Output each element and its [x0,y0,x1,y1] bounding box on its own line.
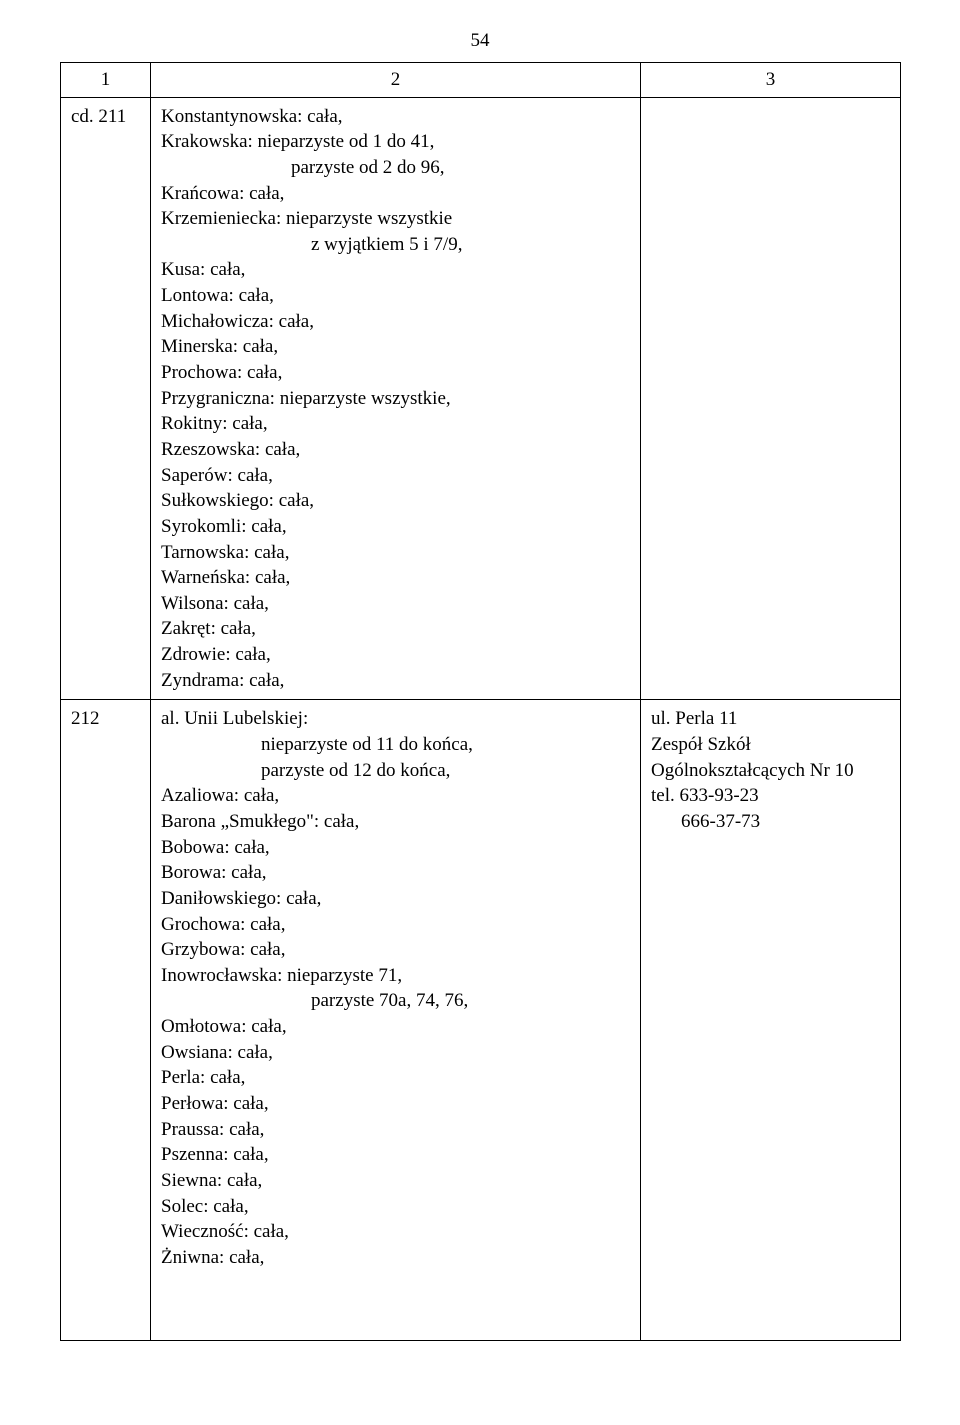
text-line: Prochowa: cała, [161,360,630,386]
text-line: nieparzyste od 11 do końca, [161,732,630,758]
text-line: Krzemieniecka: nieparzyste wszystkie [161,206,630,232]
text-line: Siewna: cała, [161,1168,630,1194]
text-line: Bobowa: cała, [161,835,630,861]
text-line: Saperów: cała, [161,463,630,489]
text-line: Praussa: cała, [161,1117,630,1143]
header-col-3: 3 [641,63,901,98]
text-line: Inowrocławska: nieparzyste 71, [161,963,630,989]
text-line: Minerska: cała, [161,334,630,360]
text-line: ul. Perla 11 [651,706,890,732]
row-211-col3 [641,97,901,700]
header-col-2: 2 [151,63,641,98]
row-212-col3: ul. Perla 11Zespół SzkółOgólnokształcący… [641,700,901,1341]
table-row: 212 al. Unii Lubelskiej:nieparzyste od 1… [61,700,901,1341]
page: 54 1 2 3 cd. 211 Konstantynowska: cała,K… [0,0,960,1425]
text-line: Zakręt: cała, [161,616,630,642]
text-line: Zdrowie: cała, [161,642,630,668]
text-line: Żniwna: cała, [161,1245,630,1271]
text-line: Azaliowa: cała, [161,783,630,809]
text-line: 666-37-73 [651,811,760,832]
text-line: Perłowa: cała, [161,1091,630,1117]
text-line: Michałowicza: cała, [161,309,630,335]
text-line: Pszenna: cała, [161,1142,630,1168]
row-label-212: 212 [61,700,151,1341]
text-line: Warneńska: cała, [161,565,630,591]
text-line: Wieczność: cała, [161,1219,630,1245]
text-line: Syrokomli: cała, [161,514,630,540]
text-line: z wyjątkiem 5 i 7/9, [161,232,630,258]
text-line: Zespół Szkół [651,732,890,758]
text-line: Konstantynowska: cała, [161,104,630,130]
text-line: Krańcowa: cała, [161,181,630,207]
row-211-streets: Konstantynowska: cała,Krakowska: nieparz… [151,97,641,700]
text-line: Lontowa: cała, [161,283,630,309]
text-line: al. Unii Lubelskiej: [161,706,630,732]
text-line: Borowa: cała, [161,860,630,886]
text-line: Ogólnokształcących Nr 10 [651,758,890,784]
text-line: parzyste od 12 do końca, [161,758,630,784]
row-212-streets: al. Unii Lubelskiej:nieparzyste od 11 do… [151,700,641,1341]
page-number: 54 [60,30,900,52]
text-line: Rzeszowska: cała, [161,437,630,463]
text-line: Zyndrama: cała, [161,668,630,694]
text-line: Solec: cała, [161,1194,630,1220]
main-table: 1 2 3 cd. 211 Konstantynowska: cała,Krak… [60,62,901,1341]
header-row: 1 2 3 [61,63,901,98]
text-line: Omłotowa: cała, [161,1014,630,1040]
text-line: Perla: cała, [161,1065,630,1091]
header-col-1: 1 [61,63,151,98]
text-line: Owsiana: cała, [161,1040,630,1066]
text-line: Kusa: cała, [161,257,630,283]
text-line: Daniłowskiego: cała, [161,886,630,912]
text-line: Tarnowska: cała, [161,540,630,566]
text-line: Przygraniczna: nieparzyste wszystkie, [161,386,630,412]
text-line: Krakowska: nieparzyste od 1 do 41, [161,129,630,155]
table-row: cd. 211 Konstantynowska: cała,Krakowska:… [61,97,901,700]
text-line: Rokitny: cała, [161,411,630,437]
text-line: Barona „Smukłego": cała, [161,809,630,835]
text-line: tel. 633-93-23 [651,783,890,809]
row-label-211: cd. 211 [61,97,151,700]
text-line: parzyste 70a, 74, 76, [161,988,630,1014]
text-line: Sułkowskiego: cała, [161,488,630,514]
text-line: parzyste od 2 do 96, [161,155,630,181]
text-line: Wilsona: cała, [161,591,630,617]
text-line: Grzybowa: cała, [161,937,630,963]
text-line: Grochowa: cała, [161,912,630,938]
